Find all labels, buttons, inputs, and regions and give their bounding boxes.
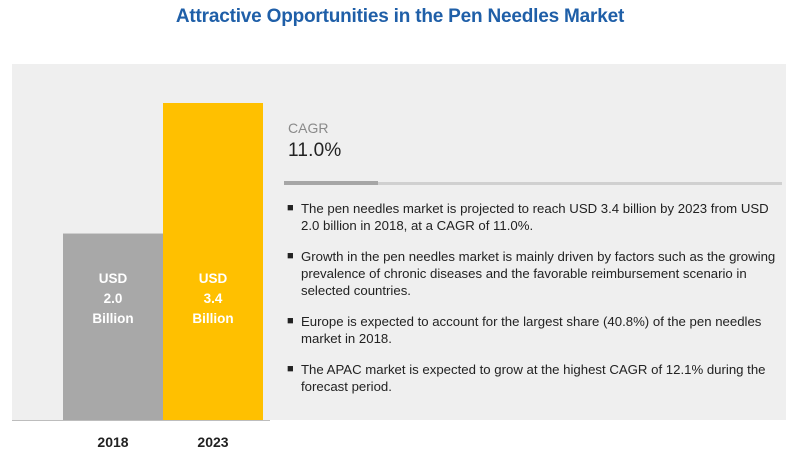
bullet-icon: ■	[287, 202, 294, 214]
bullet-text: Growth in the pen needles market is main…	[301, 249, 776, 298]
bar-data-label: Billion	[192, 311, 233, 326]
bullet-item: ■ Growth in the pen needles market is mai…	[284, 248, 784, 299]
key-findings-list: ■ The pen needles market is projected to …	[284, 200, 784, 409]
x-tick-label: 2018	[97, 434, 128, 450]
bullet-item: ■ The APAC market is expected to grow at …	[284, 361, 784, 395]
bullet-icon: ■	[287, 315, 294, 327]
cagr-label: CAGR	[288, 120, 329, 136]
bullet-item: ■ Europe is expected to account for the l…	[284, 313, 784, 347]
bar-2023	[163, 103, 263, 420]
bullet-text: The pen needles market is projected to r…	[301, 201, 769, 233]
bullet-text: The APAC market is expected to grow at t…	[301, 362, 766, 394]
x-tick-label: 2023	[197, 434, 228, 450]
bar-2018	[63, 233, 163, 420]
bar-data-label: USD	[199, 271, 228, 286]
bullet-text: Europe is expected to account for the la…	[301, 314, 762, 346]
cagr-divider	[284, 182, 782, 185]
bar-data-label: Billion	[92, 311, 133, 326]
bullet-icon: ■	[287, 250, 294, 262]
bar-data-label: 2.0	[104, 291, 123, 306]
cagr-value: 11.0%	[288, 140, 342, 161]
page-title: Attractive Opportunities in the Pen Need…	[175, 6, 625, 27]
bullet-icon: ■	[287, 363, 294, 375]
bar-data-label: USD	[99, 271, 128, 286]
bar-data-label: 3.4	[204, 291, 223, 306]
cagr-divider-accent	[284, 181, 378, 185]
bullet-item: ■ The pen needles market is projected to …	[284, 200, 784, 234]
